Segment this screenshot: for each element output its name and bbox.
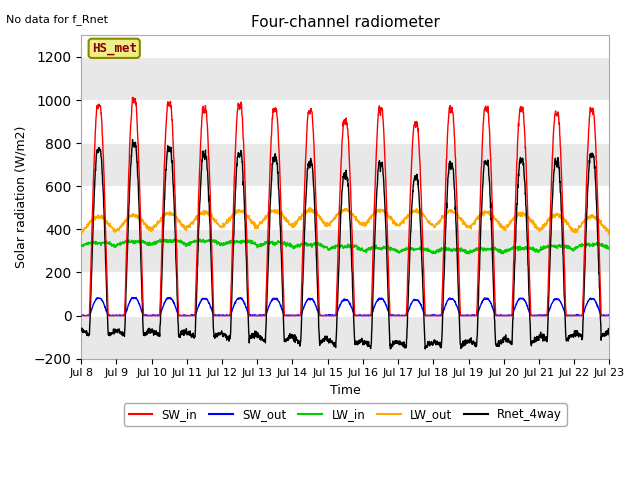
Text: No data for f_Rnet: No data for f_Rnet	[6, 14, 108, 25]
Y-axis label: Solar radiation (W/m2): Solar radiation (W/m2)	[15, 126, 28, 268]
Bar	[81, 57, 609, 100]
Bar	[81, 143, 609, 186]
Bar	[81, 229, 609, 273]
Legend: SW_in, SW_out, LW_in, LW_out, Rnet_4way: SW_in, SW_out, LW_in, LW_out, Rnet_4way	[124, 403, 566, 426]
Bar	[81, 315, 609, 359]
Text: HS_met: HS_met	[92, 42, 137, 55]
Title: Four-channel radiometer: Four-channel radiometer	[251, 15, 440, 30]
X-axis label: Time: Time	[330, 384, 361, 397]
